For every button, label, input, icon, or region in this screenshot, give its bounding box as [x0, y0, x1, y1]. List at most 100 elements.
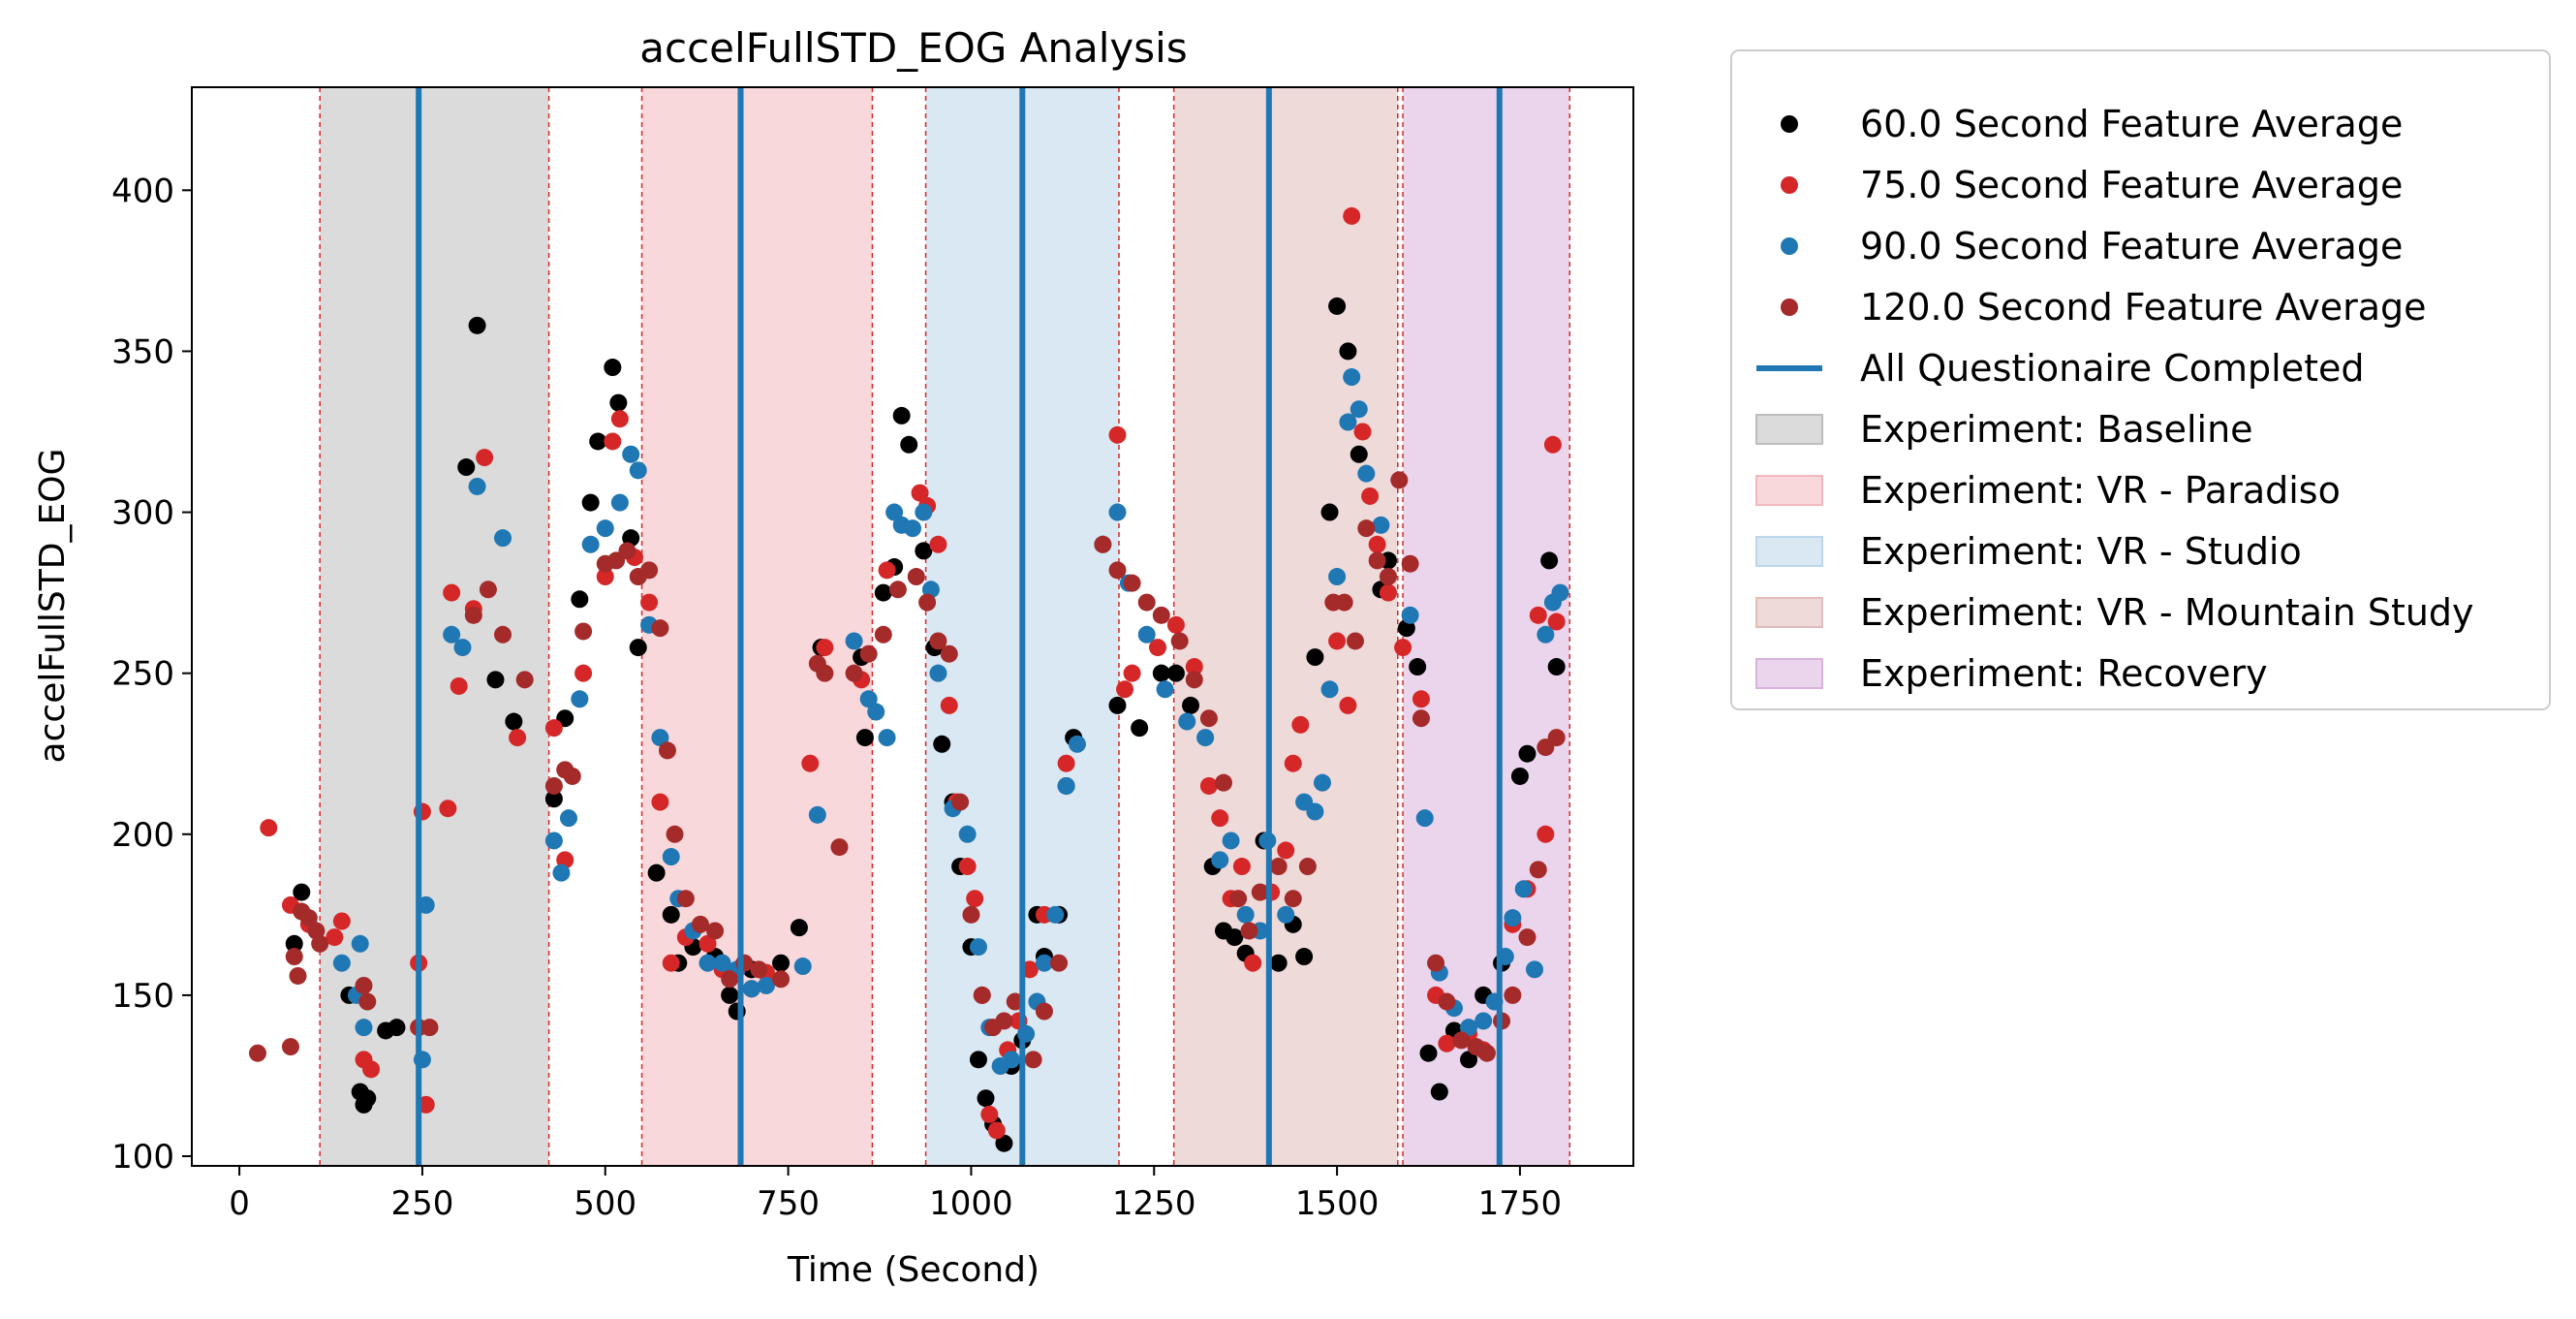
series-1-point-50 — [1108, 425, 1127, 444]
series-1-point-66 — [1339, 696, 1357, 714]
x-axis-ticks: 0 250 500 750 1000 1250 1500 1750 — [229, 1166, 1562, 1223]
series-0-point-78 — [1430, 1083, 1448, 1101]
legend-marker-6 — [1755, 475, 1823, 506]
series-3-point-9 — [358, 992, 377, 1011]
series-3-point-29 — [691, 915, 709, 933]
series-1-point-70 — [1368, 535, 1386, 553]
legend-marker-3 — [1781, 298, 1798, 316]
series-2-point-46 — [1002, 1051, 1020, 1069]
series-3-point-52 — [1024, 1051, 1042, 1069]
series-2-point-50 — [1046, 905, 1065, 924]
series-1-point-51 — [1116, 680, 1134, 699]
series-2-point-21 — [662, 848, 680, 866]
series-3-point-83 — [1477, 1044, 1496, 1062]
series-3-point-77 — [1401, 554, 1419, 573]
series-3-point-69 — [1298, 858, 1317, 876]
series-1-point-44 — [987, 1121, 1006, 1140]
series-1-point-31 — [801, 754, 820, 772]
legend-label-6: Experiment: VR - Paradiso — [1860, 469, 2341, 512]
series-3-point-8 — [355, 976, 373, 994]
series-0-point-71 — [1339, 342, 1357, 361]
series-1-point-32 — [816, 639, 834, 657]
x-tick-label-6: 1500 — [1295, 1184, 1380, 1223]
series-0-point-1 — [285, 934, 303, 953]
series-3-point-41 — [888, 581, 907, 599]
series-3-point-3 — [289, 966, 307, 985]
series-2-point-74 — [1357, 464, 1376, 483]
series-1-point-38 — [940, 696, 958, 714]
series-0-point-68 — [1306, 648, 1324, 667]
series-0-point-58 — [1166, 664, 1185, 682]
series-2-point-35 — [885, 503, 904, 521]
series-1-point-43 — [980, 1105, 999, 1123]
series-3-point-79 — [1427, 954, 1445, 972]
legend-marker-5 — [1755, 414, 1823, 445]
series-0-point-7 — [388, 1019, 406, 1037]
series-0-point-33 — [855, 729, 874, 747]
experiment-span-1 — [641, 87, 873, 1166]
series-3-point-71 — [1335, 593, 1353, 612]
experiment-span-0 — [320, 87, 549, 1166]
series-0-point-22 — [662, 905, 680, 924]
series-0-point-65 — [1269, 954, 1288, 972]
series-3-point-15 — [515, 671, 534, 689]
series-3-point-45 — [940, 644, 958, 663]
series-1-point-20 — [604, 432, 622, 451]
series-0-point-36 — [892, 406, 911, 424]
series-2-point-31 — [845, 632, 863, 650]
legend-label-8: Experiment: VR - Mountain Study — [1860, 591, 2474, 634]
series-0-point-38 — [915, 542, 933, 560]
series-0-point-47 — [995, 1134, 1013, 1152]
x-tick-label-2: 500 — [574, 1184, 636, 1223]
series-2-point-5 — [417, 895, 435, 914]
series-1-point-34 — [878, 561, 896, 580]
series-0-point-70 — [1328, 297, 1347, 315]
series-2-point-52 — [1068, 735, 1086, 753]
series-2-point-37 — [904, 519, 921, 538]
legend-marker-1 — [1781, 176, 1798, 194]
series-3-point-16 — [544, 776, 563, 795]
series-1-point-10 — [439, 800, 457, 818]
series-3-point-74 — [1368, 551, 1386, 570]
series-2-point-30 — [808, 805, 826, 824]
series-2-point-70 — [1328, 568, 1347, 586]
legend-label-9: Experiment: Recovery — [1860, 652, 2268, 695]
series-2-point-54 — [1108, 503, 1127, 521]
series-0-point-59 — [1182, 696, 1200, 714]
series-3-point-26 — [658, 741, 676, 760]
series-2-point-43 — [969, 938, 987, 957]
series-3-point-53 — [1035, 1002, 1053, 1021]
series-2-point-42 — [958, 825, 977, 843]
series-3-point-40 — [874, 625, 892, 644]
series-0-point-40 — [933, 735, 951, 753]
x-axis-title: Time (Second) — [787, 1250, 1040, 1290]
series-2-point-58 — [1178, 712, 1196, 731]
series-1-point-62 — [1277, 841, 1295, 860]
series-2-point-69 — [1320, 680, 1339, 699]
series-2-point-7 — [453, 639, 472, 657]
series-1-point-54 — [1166, 615, 1185, 634]
legend-box — [1730, 49, 2551, 710]
series-3-point-51 — [1006, 992, 1024, 1011]
series-3-point-61 — [1185, 671, 1203, 689]
series-2-point-27 — [742, 980, 760, 998]
series-3-point-38 — [845, 664, 863, 682]
series-0-point-8 — [457, 458, 476, 477]
series-0-point-11 — [505, 712, 523, 731]
series-2-point-89 — [1551, 583, 1569, 602]
series-3-point-73 — [1357, 519, 1376, 538]
series-1-point-55 — [1185, 658, 1203, 676]
legend-label-3: 120.0 Second Feature Average — [1860, 286, 2427, 329]
series-3-point-42 — [907, 568, 925, 586]
series-3-point-34 — [772, 970, 791, 989]
series-1-point-40 — [958, 858, 977, 876]
series-1-point-81 — [1536, 825, 1555, 843]
legend-label-2: 90.0 Second Feature Average — [1860, 225, 2403, 267]
series-1-point-37 — [929, 535, 947, 553]
legend-marker-2 — [1781, 237, 1798, 255]
x-tick-label-4: 1000 — [929, 1184, 1013, 1223]
legend: 60.0 Second Feature Average 75.0 Second F… — [1730, 49, 2551, 710]
series-2-point-15 — [596, 519, 614, 538]
y-tick-label-2: 200 — [111, 816, 174, 855]
series-2-point-3 — [355, 1019, 373, 1037]
